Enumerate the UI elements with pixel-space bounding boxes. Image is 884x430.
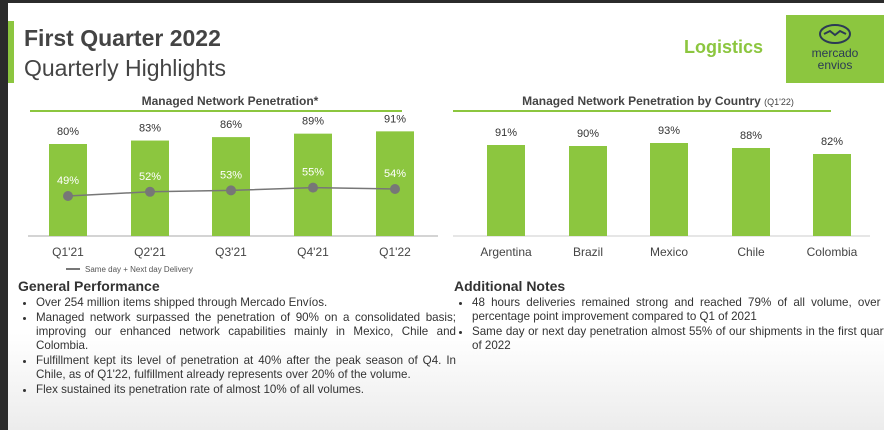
tick-label: Q3'21: [215, 245, 247, 259]
general-list: Over 254 million items shipped through M…: [12, 296, 456, 398]
bullet-item: Over 254 million items shipped through M…: [36, 296, 456, 310]
accent-bar: [8, 21, 14, 83]
bullet-item: Fulfillment kept its level of penetratio…: [36, 354, 456, 382]
country-bar: [732, 148, 770, 236]
bullet-item: Flex sustained its penetration rate of a…: [36, 383, 456, 397]
line-point: [145, 186, 155, 197]
country-bar-label: 82%: [821, 136, 843, 148]
bar-label: 83%: [139, 123, 161, 135]
notes-title: Additional Notes: [454, 278, 566, 294]
bar-label: 91%: [384, 113, 406, 125]
country-label: Mexico: [650, 245, 688, 259]
line-label: 52%: [139, 171, 161, 183]
page-title: First Quarter 2022: [24, 25, 221, 51]
line-point: [63, 191, 73, 201]
bullet-item: Same day or next day penetration almost …: [472, 325, 884, 353]
tick-label: Q2'21: [134, 245, 166, 259]
country-label: Brazil: [573, 245, 603, 259]
tick-label: Q4'21: [297, 245, 329, 259]
bar-label: 89%: [302, 116, 324, 128]
country-bar-label: 88%: [740, 130, 762, 142]
chart2-title-suffix: (Q1'22): [764, 97, 794, 107]
chart2-title: Managed Network Penetration by Country (…: [468, 94, 848, 108]
country-label: Colombia: [807, 245, 858, 259]
handshake-icon: [819, 24, 851, 44]
bullet-item: 48 hours deliveries remained strong and …: [472, 296, 884, 324]
country-bar-label: 90%: [577, 128, 599, 140]
chart2-title-text: Managed Network Penetration by Country: [522, 94, 761, 108]
bar: [49, 144, 87, 236]
line-point: [390, 184, 400, 194]
chart1-title: Managed Network Penetration*: [141, 94, 319, 108]
general-title: General Performance: [18, 278, 160, 294]
country-bar: [569, 146, 607, 236]
line-label: 54%: [384, 168, 406, 180]
chart1-rule: [30, 110, 402, 112]
tick-label: Q1'21: [52, 245, 84, 259]
charts: 80% Q1'21 83% Q2'21 86% Q3'21 89% Q4'21 91% Q1'22…: [28, 113, 870, 274]
line-point: [226, 185, 236, 196]
line-label: 53%: [220, 169, 242, 181]
page-subtitle: Quarterly Highlights: [24, 55, 226, 81]
country-bar: [813, 154, 851, 236]
line-label: 55%: [302, 167, 324, 179]
line-point: [308, 182, 318, 193]
bar-label: 80%: [57, 126, 79, 138]
legend-label: Same day + Next day Delivery: [85, 265, 193, 274]
country-bar: [650, 143, 688, 236]
chart2-rule: [453, 110, 831, 112]
bar-label: 86%: [220, 119, 242, 131]
country-label: Argentina: [480, 245, 532, 259]
line-label: 49%: [57, 175, 79, 187]
country-bar-label: 93%: [658, 125, 680, 137]
tick-label: Q1'22: [379, 245, 411, 259]
country-bar: [487, 145, 525, 236]
bar: [376, 131, 414, 236]
country-label: Chile: [737, 245, 765, 259]
notes-list: 48 hours deliveries remained strong and …: [448, 296, 884, 354]
mercado-envios-logo: mercado envios: [786, 15, 884, 83]
bullet-item: Managed network surpassed the penetratio…: [36, 311, 456, 353]
section-label: Logistics: [684, 37, 764, 57]
slide: First Quarter 2022 Quarterly Highlights …: [8, 3, 884, 430]
country-bar-label: 91%: [495, 127, 517, 139]
